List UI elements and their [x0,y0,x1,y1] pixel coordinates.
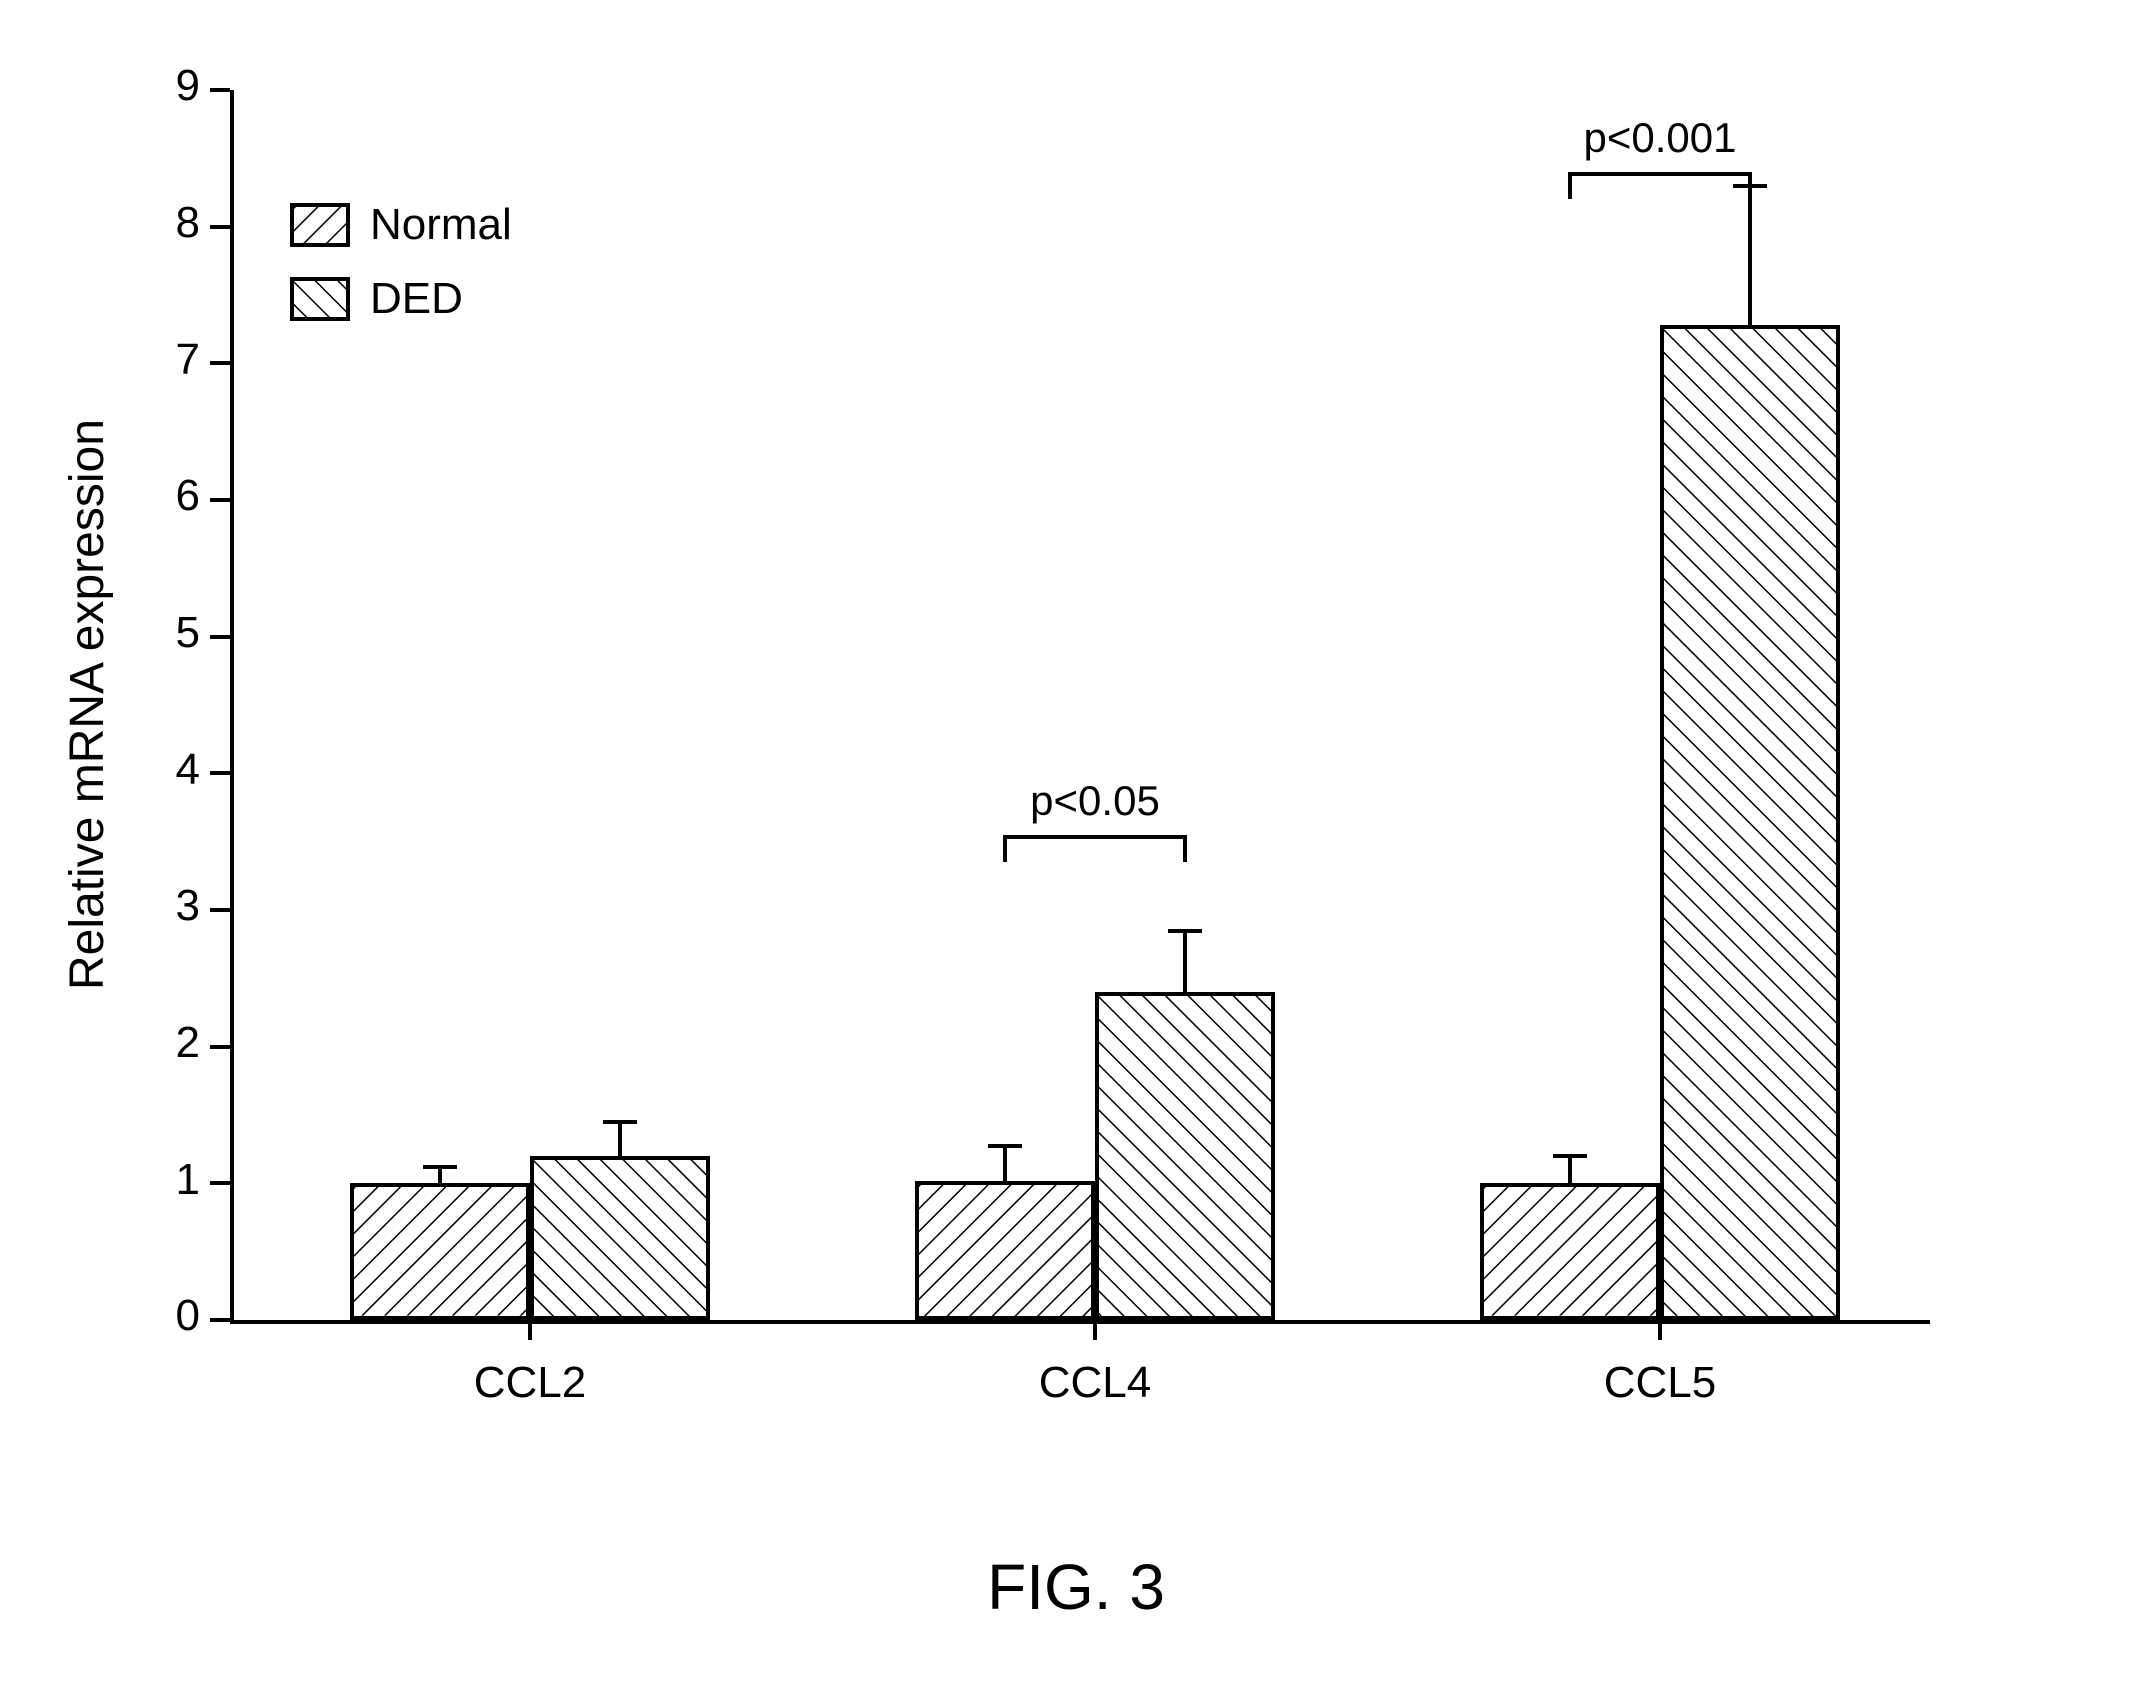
figure-caption: FIG. 3 [0,1550,2152,1624]
errorbar [618,1122,622,1156]
errorbar [1748,186,1752,325]
ytick-label: 7 [140,335,200,385]
ytick [210,1045,230,1049]
sig-bracket-drop [1183,835,1187,862]
ytick [210,225,230,229]
ytick [210,498,230,502]
errorbar [1003,1146,1007,1180]
ytick-label: 6 [140,471,200,521]
ytick [210,88,230,92]
ytick-label: 9 [140,61,200,111]
sig-bracket-drop [1748,172,1752,199]
legend-row: Normal [290,200,512,250]
legend-label: Normal [370,200,512,250]
legend: Normal DED [290,200,512,348]
errorbar-cap [423,1165,457,1169]
xtick [528,1320,532,1340]
ytick [210,361,230,365]
errorbar [438,1167,442,1183]
figure: 0 1 2 3 4 5 6 7 8 9 Relative mRNA expression CCL2 CC… [0,0,2152,1681]
sig-bracket-drop [1568,172,1572,199]
ytick [210,1318,230,1322]
ytick-label: 3 [140,881,200,931]
sig-bracket [1570,172,1750,176]
legend-label: DED [370,274,463,324]
y-axis-label: Relative mRNA expression [60,210,115,1200]
xtick-label: CCL2 [410,1358,650,1408]
legend-swatch-ded [290,277,350,321]
xtick [1658,1320,1662,1340]
ytick [210,771,230,775]
xtick-label: CCL5 [1540,1358,1780,1408]
ytick-label: 0 [140,1291,200,1341]
legend-row: DED [290,274,512,324]
errorbar-cap [988,1144,1022,1148]
xtick-label: CCL4 [975,1358,1215,1408]
ytick [210,1181,230,1185]
bar-normal-ccl5 [1480,1183,1660,1320]
ytick [210,908,230,912]
sig-label: p<0.001 [1530,114,1790,162]
errorbar [1183,931,1187,993]
errorbar-cap [603,1120,637,1124]
sig-label: p<0.05 [965,777,1225,825]
xtick [1093,1320,1097,1340]
errorbar [1568,1156,1572,1183]
errorbar-cap [1168,929,1202,933]
bar-ded-ccl5 [1660,325,1840,1320]
ytick-label: 1 [140,1155,200,1205]
bar-ded-ccl2 [530,1156,710,1320]
bar-normal-ccl2 [350,1183,530,1320]
ytick-label: 2 [140,1018,200,1068]
bar-normal-ccl4 [915,1181,1095,1320]
ytick-label: 5 [140,608,200,658]
x-axis [230,1320,1930,1324]
legend-swatch-normal [290,203,350,247]
sig-bracket-drop [1003,835,1007,862]
errorbar-cap [1553,1154,1587,1158]
y-axis [230,90,234,1324]
bar-ded-ccl4 [1095,992,1275,1320]
sig-bracket [1005,835,1185,839]
ytick-label: 8 [140,198,200,248]
ytick [210,635,230,639]
ytick-label: 4 [140,745,200,795]
